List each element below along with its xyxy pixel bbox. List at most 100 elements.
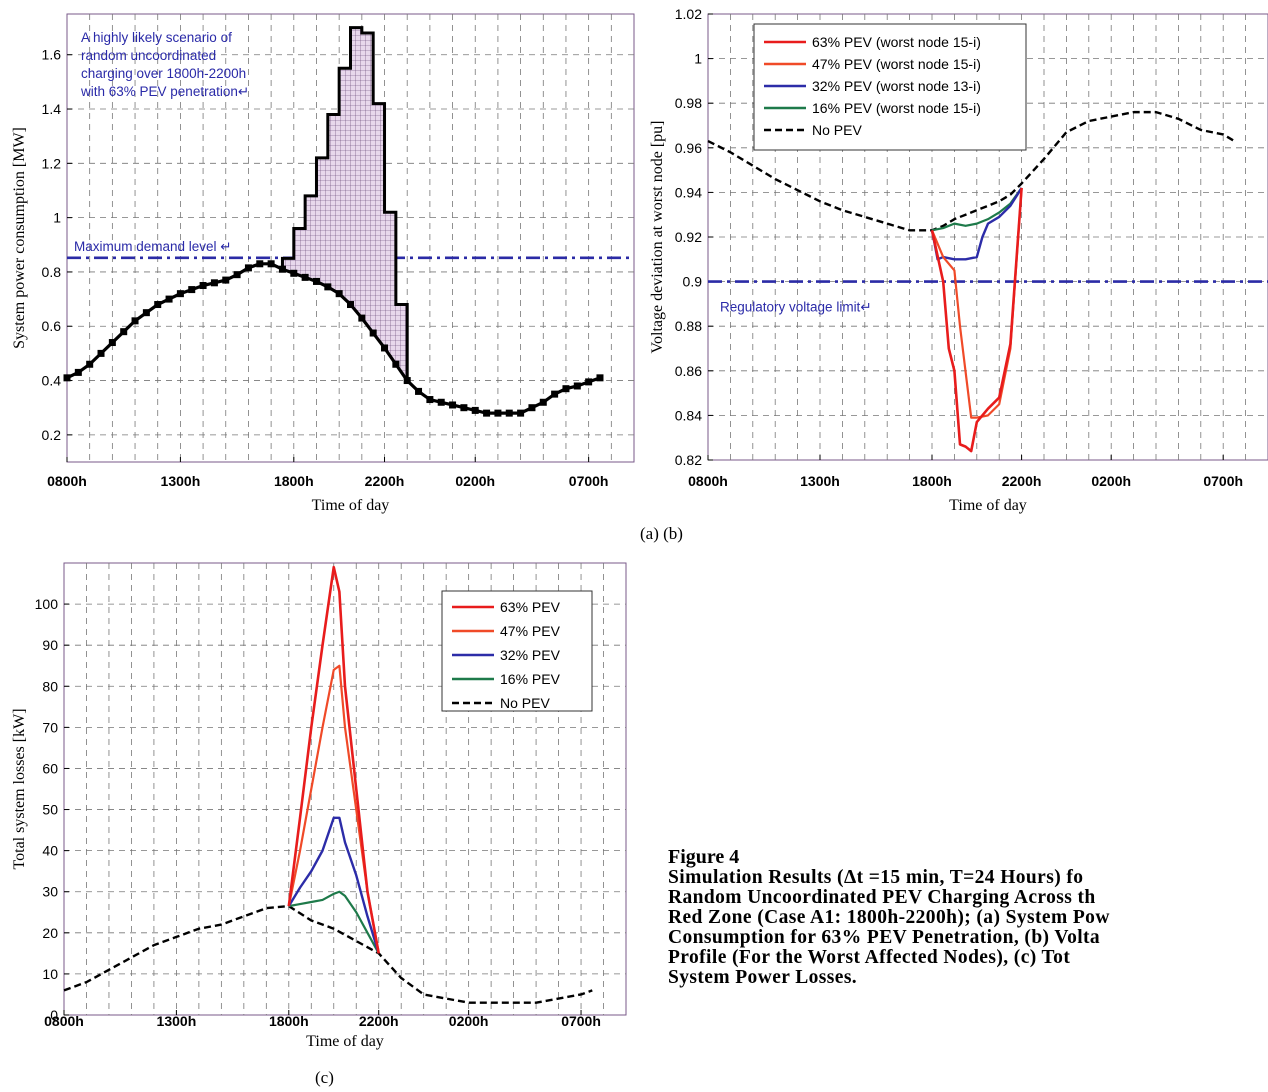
caption-line: Consumption for 63% PEV Penetration, (b)…	[668, 927, 1101, 948]
legend-label: 32% PEV	[500, 647, 561, 663]
x-tick-label: 1800h	[269, 1013, 309, 1029]
baseline-point	[244, 264, 252, 272]
x-tick-label: 1300h	[800, 473, 840, 489]
series-nopev	[63, 904, 593, 1004]
baseline-point	[267, 260, 275, 268]
chart-c-system-losses: 0 10 20 30 40 50 60 70 80 90 100 0800h 1300h 1800h 220…	[11, 562, 627, 1050]
series-pev16	[931, 187, 1023, 232]
baseline-point	[74, 368, 82, 376]
x-axis-label: Time of day	[306, 1033, 384, 1050]
x-tick-label: 2200h	[359, 1013, 399, 1029]
y-tick-label: 1	[694, 51, 702, 67]
legend-label: 47% PEV	[500, 623, 561, 639]
series-pev32	[287, 816, 380, 954]
y-tick-label: 1.2	[42, 155, 62, 171]
baseline-point	[233, 271, 241, 279]
x-tick-label: 0700h	[569, 473, 609, 489]
annotation-text: charging over 1800h-2200h	[81, 66, 246, 81]
baseline-point	[335, 290, 343, 298]
y-axis-label: Voltage deviation at worst node [pu]	[649, 121, 666, 354]
subfigure-label-c: (c)	[315, 1068, 334, 1087]
x-tick-label: 2200h	[1002, 473, 1042, 489]
y-axis-label: System power consumption [MW]	[11, 127, 28, 349]
y-tick-label: 90	[42, 637, 58, 653]
baseline-point	[301, 273, 309, 281]
pev-charging-area	[282, 27, 408, 381]
baseline-point	[210, 279, 218, 287]
x-tick-label: 0200h	[1091, 473, 1131, 489]
baseline-point	[154, 301, 162, 309]
baseline-point	[63, 374, 71, 382]
baseline-point	[585, 378, 593, 386]
annotation-text: A highly likely scenario of	[81, 30, 232, 45]
x-tick-label: 1300h	[161, 473, 201, 489]
baseline-point	[573, 382, 581, 390]
y-tick-label: 10	[42, 966, 58, 982]
x-tick-label: 0200h	[449, 1013, 489, 1029]
baseline-point	[369, 329, 377, 337]
annotation-text: random uncoordinated	[81, 48, 216, 63]
caption-line: System Power Losses.	[668, 967, 858, 988]
baseline-point	[528, 404, 536, 412]
baseline-point	[199, 282, 207, 290]
series-pev63	[930, 187, 1023, 453]
y-tick-label: 40	[42, 843, 58, 859]
baseline-point	[415, 387, 423, 395]
legend-label: No PEV	[500, 695, 550, 711]
series-pev63-step	[280, 26, 409, 381]
baseline-point	[551, 390, 559, 398]
baseline-point	[312, 277, 320, 285]
x-tick-label: 0700h	[1203, 473, 1243, 489]
y-tick-label: 0.84	[675, 407, 702, 423]
chart-b-voltage-profile: 0.82 0.84 0.86 0.88 0.9 0.92 0.94 0.96 0.98 1 1.02…	[649, 6, 1268, 514]
baseline-point	[97, 349, 105, 357]
baseline-point	[426, 396, 434, 404]
y-tick-label: 1.02	[675, 6, 702, 22]
baseline-point	[131, 317, 139, 325]
baseline-point	[358, 314, 366, 322]
baseline-point	[290, 269, 298, 277]
y-tick-label: 0.88	[675, 318, 702, 334]
legend-label: 32% PEV (worst node 13-i)	[812, 78, 981, 94]
subfigure-label-ab: (a) (b)	[640, 524, 683, 543]
y-tick-label: 70	[42, 719, 58, 735]
baseline-point	[460, 404, 468, 412]
x-tick-label: 0800h	[688, 473, 728, 489]
x-tick-label: 0800h	[47, 473, 87, 489]
x-axis-label: Time of day	[949, 497, 1027, 514]
baseline-point	[188, 286, 196, 294]
x-tick-label: 0200h	[455, 473, 495, 489]
legend-label: No PEV	[812, 122, 862, 138]
y-tick-label: 80	[42, 678, 58, 694]
baseline-point	[108, 339, 116, 347]
limit-label: Regulatory voltage limit↵	[720, 300, 872, 315]
y-tick-label: 0.82	[675, 452, 702, 468]
baseline-point	[596, 374, 604, 382]
y-tick-label: 0.92	[675, 229, 702, 245]
y-tick-label: 1.6	[42, 47, 62, 63]
figure-caption: Figure 4 Simulation Results (Δt =15 min,…	[668, 846, 1268, 988]
baseline-point	[437, 398, 445, 406]
legend-label: 63% PEV	[500, 599, 561, 615]
baseline-point	[120, 328, 128, 336]
y-tick-label: 0.9	[683, 274, 703, 290]
y-tick-label: 0.6	[42, 318, 62, 334]
baseline-point	[86, 360, 94, 368]
caption-line: Red Zone (Case A1: 1800h-2200h); (a) Sys…	[668, 907, 1110, 928]
y-tick-label: 1	[53, 210, 61, 226]
x-tick-label: 2200h	[365, 473, 405, 489]
baseline-point	[517, 409, 525, 417]
x-tick-label: 0700h	[561, 1013, 601, 1029]
baseline-point	[347, 301, 354, 309]
y-tick-label: 0.2	[42, 427, 62, 443]
baseline-point	[471, 406, 479, 414]
baseline-point	[142, 309, 150, 317]
baseline-point	[222, 276, 230, 284]
series-pev63	[287, 565, 380, 954]
series-pev16	[288, 890, 380, 954]
y-tick-label: 100	[35, 596, 59, 612]
y-tick-label: 0.94	[675, 184, 702, 200]
y-tick-label: 1.4	[42, 101, 62, 117]
baseline-point	[483, 409, 491, 417]
baseline-point	[176, 290, 184, 298]
